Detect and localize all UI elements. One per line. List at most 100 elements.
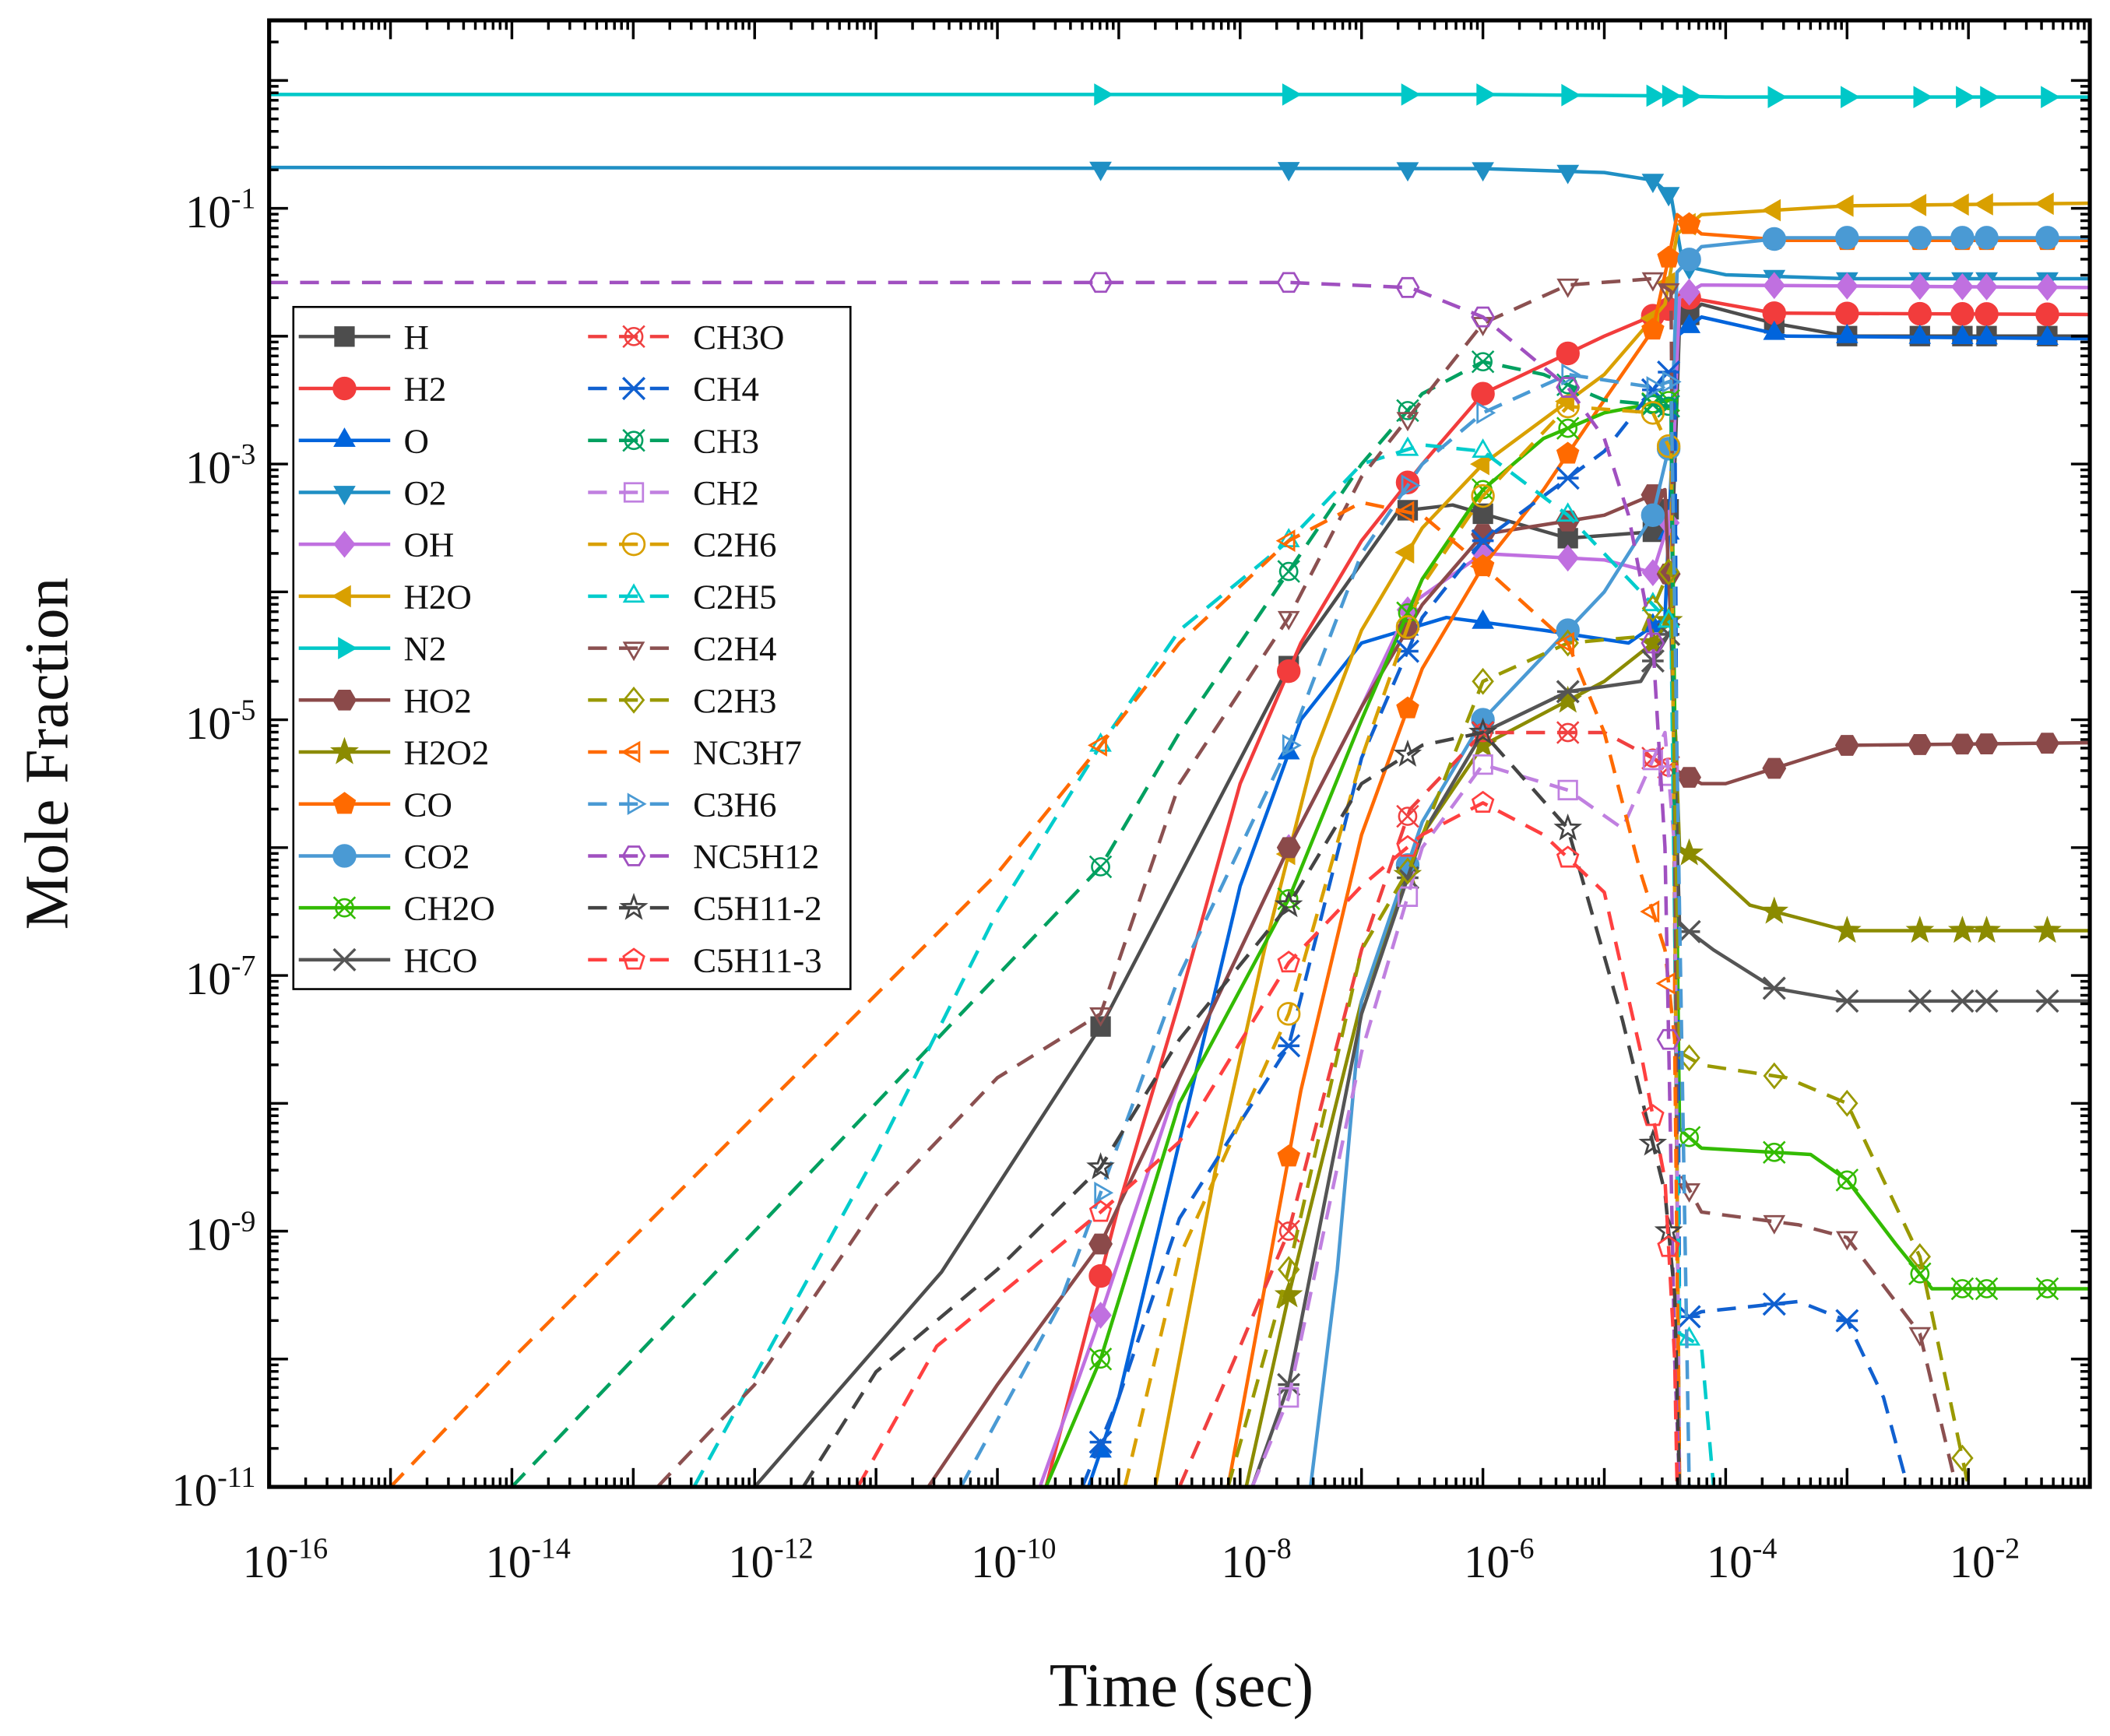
circle-marker <box>332 844 357 868</box>
triangle-down-marker <box>1556 278 1580 298</box>
asterisk-marker <box>1950 989 1975 1013</box>
crossed-circle-marker <box>2038 1279 2057 1298</box>
triangle-right-marker <box>1282 734 1302 757</box>
triangle-up-marker <box>1763 320 1786 340</box>
hexagon-marker <box>2035 733 2059 754</box>
cross-marker <box>1556 416 1580 440</box>
series-line-ch3 <box>510 360 1682 1488</box>
triangle-right-marker <box>1767 86 1788 108</box>
triangle-down-marker <box>1089 161 1112 181</box>
triangle-up-marker <box>1678 1326 1701 1346</box>
x-tick-label: 10-16 <box>243 1533 328 1587</box>
tick-label-base: 10 <box>185 954 231 1004</box>
diamond-marker <box>1556 544 1579 572</box>
series-line-ch2 <box>1250 730 1682 1488</box>
pentagon-marker <box>1471 790 1495 813</box>
triangle-up-marker <box>622 583 645 603</box>
legend: HH2OO2OHH2ON2HO2H2O2COCO2CH2OHCOCH3OCH4C… <box>292 305 852 990</box>
x-tick-label: 10-10 <box>971 1533 1056 1587</box>
tick-label-exponent: -14 <box>531 1533 571 1566</box>
tick-label-base: 10 <box>1464 1537 1510 1587</box>
diamond-marker <box>1908 1242 1932 1270</box>
crossed-circle-marker <box>1091 857 1110 877</box>
circle-marker <box>1276 1002 1301 1026</box>
asterisk-marker <box>1762 976 1786 1000</box>
hexagon-marker <box>1276 272 1301 293</box>
legend-item: C5H11-2 <box>588 889 822 928</box>
diamond-marker <box>1678 278 1700 306</box>
star-marker <box>1760 896 1789 924</box>
circle-marker <box>1677 248 1701 272</box>
triangle-right-marker <box>627 792 647 816</box>
circle-marker <box>1471 381 1495 406</box>
series-line-h <box>753 302 2091 1488</box>
legend-label: C2H3 <box>693 681 776 720</box>
triangle-left-marker <box>331 585 351 608</box>
legend-item: H2O2 <box>298 733 489 772</box>
triangle-right-marker <box>1282 83 1302 106</box>
series-n2 <box>269 83 2091 108</box>
cross-marker <box>1975 1277 1999 1301</box>
crossed-circle-marker <box>1977 1279 1996 1298</box>
legend-label: C2H6 <box>693 525 776 564</box>
triangle-up-marker <box>1908 324 1932 344</box>
triangle-down-marker <box>1763 1214 1786 1235</box>
legend-item: H2O <box>298 577 472 616</box>
legend-item: CO2 <box>298 837 469 876</box>
triangle-right-marker <box>1662 371 1682 393</box>
series-c5h11-3 <box>856 790 1680 1488</box>
diamond-marker <box>622 686 645 714</box>
tick-label-base: 10 <box>971 1537 1017 1587</box>
tick-label-base: 10 <box>185 1210 231 1260</box>
triangle-up-marker <box>333 427 356 448</box>
legend-label: CO2 <box>403 837 469 876</box>
hexagon-marker <box>1762 757 1787 779</box>
diamond-marker <box>1277 1256 1300 1284</box>
pentagon-marker <box>1277 951 1300 973</box>
triangle-right-marker <box>1561 363 1581 386</box>
circle-marker <box>1471 483 1495 508</box>
triangle-up-marker <box>1835 323 1859 343</box>
hexagon-marker <box>1471 524 1496 545</box>
circle-marker <box>1950 302 1975 326</box>
diamond-marker <box>1951 272 1974 300</box>
tick-label-exponent: -5 <box>231 694 256 727</box>
hexagon-marker <box>1088 272 1113 293</box>
triangle-right-marker <box>1980 86 2000 108</box>
series-ch3 <box>510 350 1682 1488</box>
triangle-right-marker <box>1476 401 1496 424</box>
series-ch2 <box>1250 730 1682 1488</box>
triangle-left-marker <box>1834 195 1854 217</box>
asterisk-marker <box>1088 1430 1113 1454</box>
legend-label: CH4 <box>693 370 759 409</box>
series-nc3h7 <box>389 501 1682 1488</box>
legend-label: OH <box>403 525 454 564</box>
circle-marker <box>1762 227 1786 251</box>
circle-marker <box>1641 401 1665 425</box>
legend-label: H2 <box>403 370 446 409</box>
legend-item: CH2 <box>588 473 759 512</box>
triangle-up-marker <box>1396 436 1419 456</box>
legend-label: C5H11-3 <box>693 940 822 979</box>
asterisk-marker <box>1277 1372 1301 1397</box>
diamond-marker <box>1641 559 1665 587</box>
triangle-left-marker <box>1907 193 1927 216</box>
tick-label-exponent: -9 <box>231 1206 256 1239</box>
triangle-left-marker <box>1655 972 1676 995</box>
diamond-marker <box>1472 667 1494 695</box>
cross-marker <box>1396 804 1419 828</box>
star-marker <box>329 736 359 764</box>
legend-label: O2 <box>403 473 446 512</box>
crossed-circle-marker <box>1953 1279 1972 1298</box>
asterisk-marker <box>1556 680 1580 704</box>
triangle-right-marker <box>1476 83 1496 106</box>
x-tick-label: 10-14 <box>485 1533 570 1587</box>
y-tick-label: 10-7 <box>185 950 255 1004</box>
plot-frame <box>267 18 2092 1489</box>
y-tick-labels: 10-110-310-510-710-910-11 <box>171 183 255 1516</box>
tick-label-base: 10 <box>171 1465 217 1516</box>
legend-label: HCO <box>403 940 477 979</box>
series-line-ch2o <box>1044 398 2091 1488</box>
legend-item: C2H3 <box>588 681 776 720</box>
